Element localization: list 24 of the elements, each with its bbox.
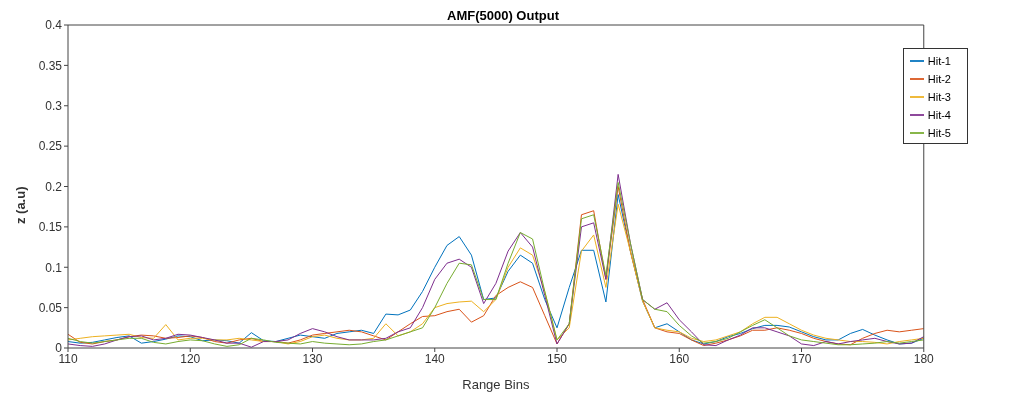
x-tick-label: 120 [180, 351, 201, 366]
x-tick-label: 110 [58, 351, 78, 366]
y-tick-label: 0.3 [45, 99, 63, 114]
x-tick-label: 170 [791, 351, 812, 366]
legend-label: Hit-2 [927, 73, 951, 85]
chart-title: AMF(5000) Output [447, 8, 559, 23]
x-tick-label: 140 [424, 351, 446, 366]
x-tick-label: 180 [913, 351, 935, 366]
legend-label: Hit-3 [927, 91, 951, 103]
x-axis-title: Range Bins [462, 377, 530, 393]
y-axis-title: z (a.u) [12, 186, 28, 225]
y-tick-label: 0.2 [45, 179, 63, 194]
legend-label: Hit-1 [927, 55, 951, 67]
y-tick-label: 0.4 [45, 18, 63, 33]
x-tick-label: 130 [302, 351, 323, 366]
y-tick-label: 0.1 [45, 260, 63, 275]
y-tick-label: 0.05 [38, 300, 63, 315]
legend-label: Hit-4 [927, 109, 951, 121]
legend-label: Hit-5 [927, 127, 951, 139]
y-tick-label: 0.35 [38, 58, 63, 73]
x-tick-label: 150 [546, 351, 568, 366]
y-tick-label: 0.15 [38, 220, 63, 235]
y-tick-label: 0.25 [38, 139, 63, 154]
x-tick-label: 160 [669, 351, 690, 366]
